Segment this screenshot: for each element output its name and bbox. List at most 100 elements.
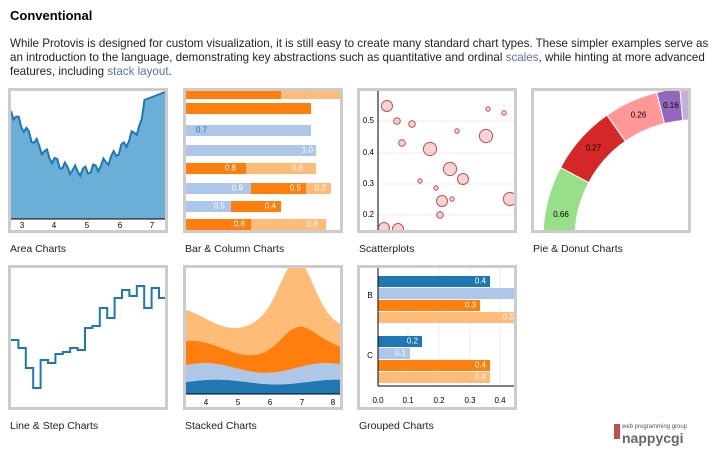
bar bbox=[186, 125, 311, 136]
bar bbox=[231, 201, 281, 212]
point bbox=[457, 173, 469, 185]
label: 6 bbox=[118, 221, 123, 230]
label: 0.8 bbox=[307, 220, 319, 229]
thumbnail: 3 4 5 6 7 bbox=[11, 91, 165, 230]
label: 0.66 bbox=[553, 210, 569, 219]
label: 0.4 bbox=[363, 148, 375, 157]
intro-text: . bbox=[168, 65, 172, 78]
label: 0.4 bbox=[265, 202, 277, 211]
label: 0.4 bbox=[494, 396, 506, 405]
intro-text: While Protovis is designed for custom vi… bbox=[10, 37, 709, 64]
point bbox=[454, 128, 460, 134]
point bbox=[436, 211, 444, 219]
point bbox=[442, 161, 458, 177]
label: 0.2 bbox=[315, 184, 327, 193]
point bbox=[408, 120, 416, 128]
bar bbox=[378, 276, 490, 287]
point bbox=[436, 195, 448, 207]
caption: Line & Step Charts bbox=[10, 420, 98, 432]
point bbox=[381, 100, 393, 112]
thumbnail: 0.7 1.0 0.8 0.6 0.9 0.5 0.2 0.5 0.4 0.6 0.8 bbox=[186, 91, 340, 230]
point bbox=[422, 141, 438, 157]
label: 5 bbox=[236, 398, 241, 407]
label: 0.5 bbox=[363, 116, 375, 125]
label: 0.3 bbox=[363, 179, 375, 188]
layer bbox=[186, 379, 340, 394]
label: 0.6 bbox=[234, 220, 246, 229]
link[interactable]: stack layout bbox=[107, 65, 169, 78]
caption: Grouped Charts bbox=[359, 420, 434, 432]
bar bbox=[378, 360, 490, 371]
label: B bbox=[367, 291, 372, 300]
intro: While Protovis is designed for custom vi… bbox=[10, 37, 710, 79]
bar bbox=[186, 183, 251, 194]
label: 0.2 bbox=[363, 210, 375, 219]
bar bbox=[378, 348, 410, 359]
label: 0.6 bbox=[292, 164, 304, 173]
bar bbox=[251, 183, 306, 194]
bar bbox=[378, 300, 480, 311]
label: 0.1 bbox=[395, 349, 407, 358]
layer bbox=[186, 326, 340, 373]
label: 0.2 bbox=[407, 337, 419, 346]
thumbnail-frame bbox=[8, 265, 168, 410]
thumbnail-frame bbox=[357, 88, 517, 233]
link[interactable]: scales bbox=[505, 51, 539, 64]
point bbox=[378, 222, 390, 230]
label: 0.3 bbox=[464, 396, 476, 405]
thumbnail: 0.66 0.27 0.26 0.16 bbox=[542, 88, 698, 230]
point bbox=[433, 185, 439, 191]
section-title: Conventional bbox=[10, 8, 93, 23]
thumbnail bbox=[11, 285, 165, 389]
label: C bbox=[367, 351, 373, 360]
area bbox=[11, 92, 165, 219]
thumbnail: BC0.40.30.50.20.10.40.40.0 0.1 0.2 0.3 0.4 bbox=[367, 268, 515, 405]
bar bbox=[378, 312, 514, 323]
caption: Area Charts bbox=[10, 243, 66, 255]
slice bbox=[690, 88, 698, 120]
watermark-tagline: web programming group bbox=[621, 424, 688, 430]
label: 0.9 bbox=[232, 184, 244, 193]
bar bbox=[378, 288, 514, 299]
bar bbox=[186, 201, 231, 212]
label: 1.0 bbox=[302, 146, 314, 155]
point bbox=[478, 128, 494, 144]
caption: Pie & Donut Charts bbox=[533, 243, 623, 255]
label: 3 bbox=[20, 221, 25, 230]
bar bbox=[246, 163, 316, 174]
point bbox=[392, 223, 404, 230]
bar bbox=[251, 219, 326, 230]
label: 0.8 bbox=[225, 164, 237, 173]
caption: Bar & Column Charts bbox=[185, 243, 284, 255]
label: 0.5 bbox=[214, 202, 226, 211]
thumbnail: 0.5 0.4 0.3 0.2 bbox=[363, 91, 514, 230]
caption: Stacked Charts bbox=[185, 420, 257, 432]
point bbox=[501, 110, 507, 116]
point bbox=[449, 196, 455, 202]
thumbnail: 4 5 6 7 8 bbox=[186, 268, 340, 407]
point bbox=[502, 191, 514, 207]
bar bbox=[186, 219, 251, 230]
intro-text: , while hinting at more advanced feature… bbox=[10, 51, 705, 78]
label: 0.0 bbox=[372, 396, 384, 405]
watermark-brand: nappycgi bbox=[622, 430, 683, 446]
logo-icon bbox=[614, 424, 620, 439]
label: 7 bbox=[300, 398, 305, 407]
label: 4 bbox=[52, 221, 57, 230]
label: 0.4 bbox=[475, 277, 487, 286]
label: 5 bbox=[85, 221, 90, 230]
line bbox=[11, 91, 165, 178]
label: 0.4 bbox=[475, 373, 487, 382]
label: 0.5 bbox=[503, 313, 515, 322]
caption: Scatterplots bbox=[359, 243, 414, 255]
bar bbox=[378, 372, 490, 383]
label: 0.16 bbox=[663, 101, 679, 110]
label: 0.5 bbox=[290, 184, 302, 193]
point bbox=[417, 178, 423, 184]
bar bbox=[186, 91, 281, 99]
label: 4 bbox=[204, 398, 209, 407]
label: 0.7 bbox=[196, 126, 208, 135]
step-line bbox=[11, 285, 165, 389]
